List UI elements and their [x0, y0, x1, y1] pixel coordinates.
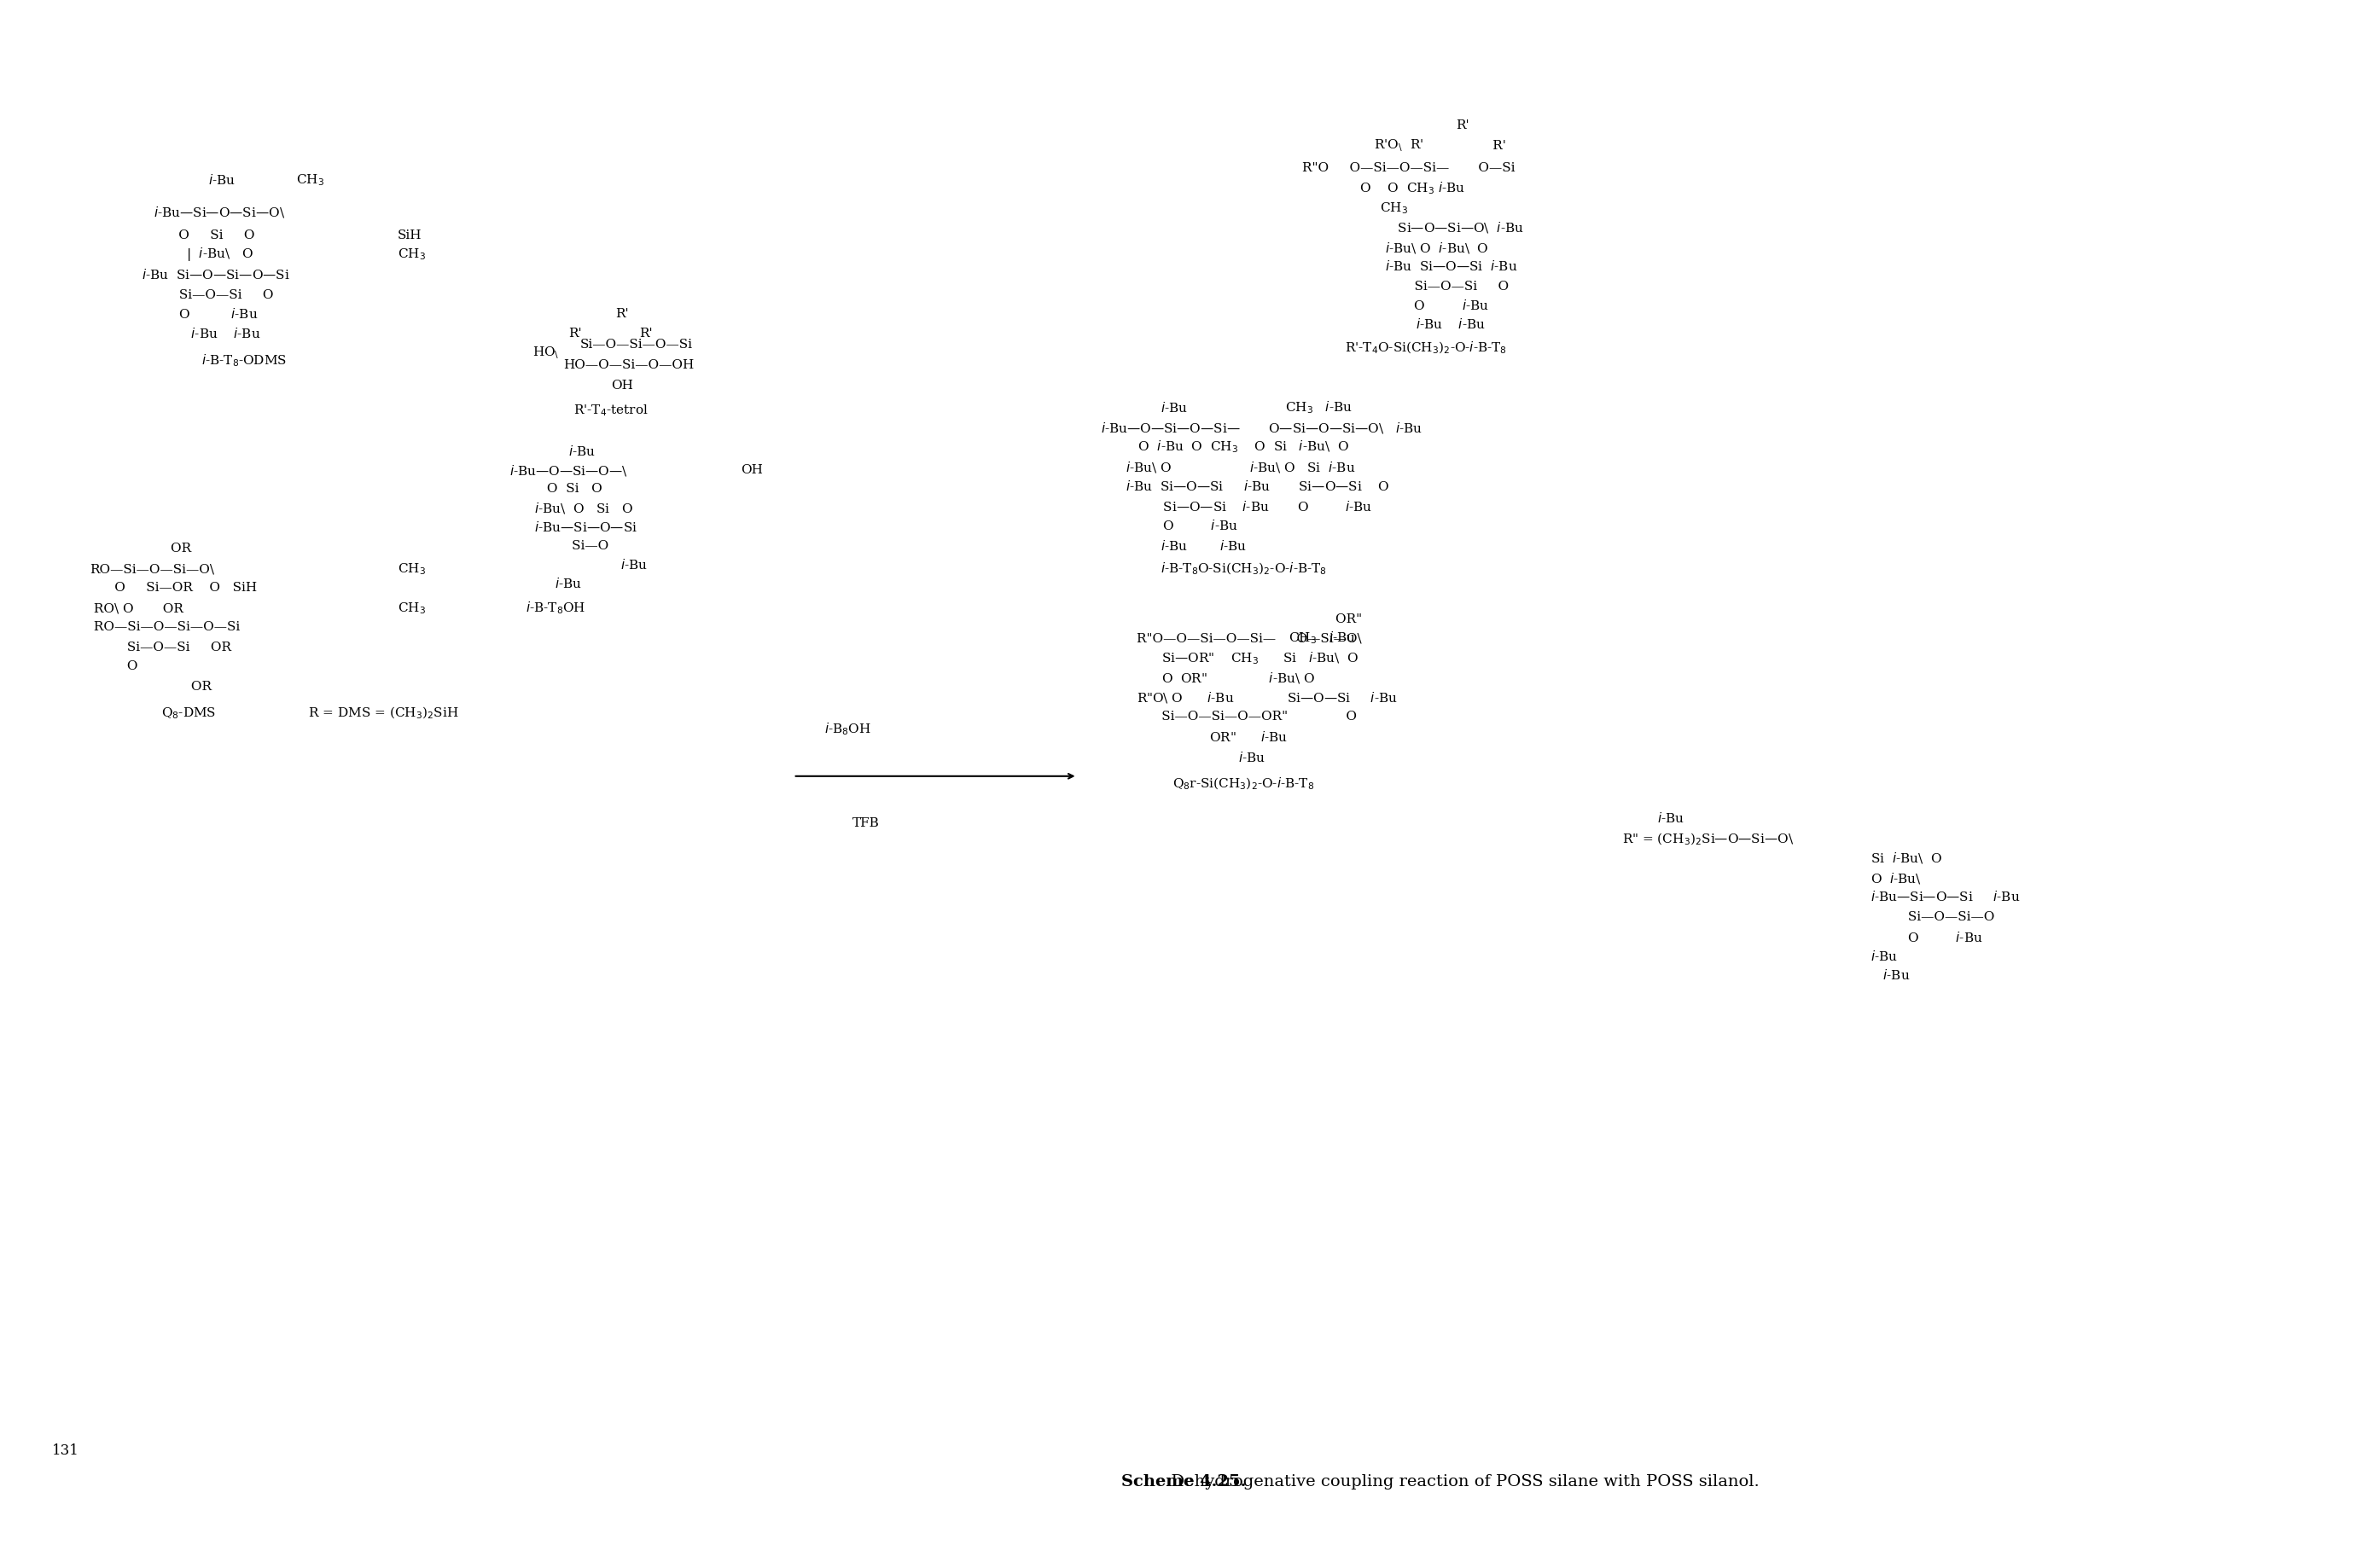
- Text: $i$-Bu: $i$-Bu: [208, 174, 234, 187]
- Text: $i$-Bu—O—Si—O—\: $i$-Bu—O—Si—O—\: [509, 463, 628, 478]
- Text: R'-T$_4$-tetrol: R'-T$_4$-tetrol: [573, 403, 649, 419]
- Text: O: O: [90, 660, 137, 673]
- Text: R"O—O—Si—O—Si—     O—Si—O\: R"O—O—Si—O—Si— O—Si—O\: [1137, 632, 1362, 644]
- Text: $i$-Bu: $i$-Bu: [620, 558, 646, 571]
- Text: OH: OH: [611, 379, 632, 392]
- Text: $i$-Bu  Si—O—Si—O—Si: $i$-Bu Si—O—Si—O—Si: [142, 268, 291, 281]
- Text: $i$-Bu\  O   Si   O: $i$-Bu\ O Si O: [509, 500, 632, 516]
- Text: Si—O—Si—O: Si—O—Si—O: [1871, 911, 1994, 924]
- Text: Q$_8$r-Si(CH$_3$)$_2$-O-$i$-B-T$_8$: Q$_8$r-Si(CH$_3$)$_2$-O-$i$-B-T$_8$: [1172, 776, 1314, 792]
- Text: $i$-Bu: $i$-Bu: [1871, 950, 1897, 963]
- Text: $i$-B$_8$OH: $i$-B$_8$OH: [824, 721, 871, 737]
- Text: Si—O—Si     OR: Si—O—Si OR: [90, 641, 232, 654]
- Text: Scheme 4.25.: Scheme 4.25.: [1122, 1474, 1246, 1490]
- Text: $i$-Bu: $i$-Bu: [568, 445, 594, 458]
- Text: $i$-Bu    $i$-Bu: $i$-Bu $i$-Bu: [154, 328, 260, 340]
- Text: CH$_3$   $i$-Bu: CH$_3$ $i$-Bu: [1231, 400, 1352, 416]
- Text: O  $i$-Bu  O  CH$_3$    O  Si   $i$-Bu\  O: O $i$-Bu O CH$_3$ O Si $i$-Bu\ O: [1101, 439, 1350, 455]
- Text: Si—O—Si—O—Si: Si—O—Si—O—Si: [580, 339, 694, 351]
- Text: O         $i$-Bu: O $i$-Bu: [1871, 931, 1982, 944]
- Text: R'-T$_4$O-Si(CH$_3$)$_2$-O-$i$-B-T$_8$: R'-T$_4$O-Si(CH$_3$)$_2$-O-$i$-B-T$_8$: [1345, 340, 1506, 356]
- Text: O         $i$-Bu: O $i$-Bu: [1101, 519, 1238, 532]
- Text: R"O\ O      $i$-Bu             Si—O—Si     $i$-Bu: R"O\ O $i$-Bu Si—O—Si $i$-Bu: [1137, 690, 1397, 706]
- Text: Si  $i$-Bu\  O: Si $i$-Bu\ O: [1871, 850, 1942, 866]
- Text: $i$-Bu: $i$-Bu: [1871, 969, 1911, 982]
- Text: Si—O: Si—O: [509, 539, 609, 552]
- Text: RO—Si—O—Si—O\: RO—Si—O—Si—O\: [90, 563, 215, 575]
- Text: O     Si     O: O Si O: [154, 229, 256, 241]
- Text: $i$-Bu: $i$-Bu: [509, 577, 583, 590]
- Text: OH: OH: [741, 464, 762, 477]
- Text: $i$-Bu    $i$-Bu: $i$-Bu $i$-Bu: [1362, 318, 1485, 331]
- Text: Dehydrogenative coupling reaction of POSS silane with POSS silanol.: Dehydrogenative coupling reaction of POS…: [1160, 1474, 1759, 1490]
- Text: HO$_\backslash$: HO$_\backslash$: [533, 345, 559, 361]
- Text: OR: OR: [137, 543, 192, 555]
- Text: CH$_3$: CH$_3$: [1326, 201, 1409, 216]
- Text: RO—Si—O—Si—O—Si: RO—Si—O—Si—O—Si: [90, 621, 242, 633]
- Text: R': R': [1456, 119, 1471, 132]
- Text: $i$-B-T$_8$O-Si(CH$_3$)$_2$-O-$i$-B-T$_8$: $i$-B-T$_8$O-Si(CH$_3$)$_2$-O-$i$-B-T$_8…: [1160, 561, 1326, 577]
- Text: Si—O—Si     O: Si—O—Si O: [142, 289, 275, 301]
- Text: $i$-Bu  Si—O—Si  $i$-Bu: $i$-Bu Si—O—Si $i$-Bu: [1331, 260, 1518, 273]
- Text: CH$_3$: CH$_3$: [296, 172, 324, 188]
- Text: $i$-B-T$_8$-ODMS: $i$-B-T$_8$-ODMS: [201, 353, 287, 368]
- Text: R': R': [616, 307, 630, 320]
- Text: SiH: SiH: [398, 229, 422, 241]
- Text: Si—OR"    CH$_3$      Si   $i$-Bu\  O: Si—OR" CH$_3$ Si $i$-Bu\ O: [1137, 651, 1359, 666]
- Text: R': R': [1468, 140, 1506, 152]
- Text: CH$_3$: CH$_3$: [398, 561, 426, 577]
- Text: |  $i$-Bu\   O: | $i$-Bu\ O: [161, 246, 253, 262]
- Text: O     Si—OR    O   SiH: O Si—OR O SiH: [90, 582, 258, 594]
- Text: $i$-Bu        $i$-Bu: $i$-Bu $i$-Bu: [1160, 539, 1246, 552]
- Text: R': R': [568, 328, 583, 340]
- Text: CH$_3$: CH$_3$: [398, 601, 426, 616]
- Text: HO—O—Si—O—OH: HO—O—Si—O—OH: [564, 359, 694, 372]
- Text: O  Si   O: O Si O: [509, 483, 601, 495]
- Text: $i$-Bu  Si—O—Si     $i$-Bu       Si—O—Si    O: $i$-Bu Si—O—Si $i$-Bu Si—O—Si O: [1101, 480, 1390, 492]
- Text: Si—O—Si     O: Si—O—Si O: [1331, 281, 1508, 293]
- Text: Q$_8$-DMS: Q$_8$-DMS: [161, 706, 215, 721]
- Text: Si—O—Si    $i$-Bu       O         $i$-Bu: Si—O—Si $i$-Bu O $i$-Bu: [1101, 500, 1373, 513]
- Text: $i$-Bu—O—Si—O—Si—       O—Si—O—Si—O\   $i$-Bu: $i$-Bu—O—Si—O—Si— O—Si—O—Si—O\ $i$-Bu: [1101, 420, 1423, 436]
- Text: R = DMS = (CH$_3$)$_2$SiH: R = DMS = (CH$_3$)$_2$SiH: [296, 706, 459, 721]
- Text: RO\ O       OR: RO\ O OR: [90, 602, 185, 615]
- Text: R': R': [639, 328, 654, 340]
- Text: R" = (CH$_3$)$_2$Si—O—Si—O\: R" = (CH$_3$)$_2$Si—O—Si—O\: [1622, 831, 1793, 847]
- Text: CH$_3$: CH$_3$: [398, 246, 426, 262]
- Text: 131: 131: [52, 1443, 78, 1458]
- Text: $i$-Bu—Si—O—Si—O\: $i$-Bu—Si—O—Si—O\: [154, 204, 287, 220]
- Text: $i$-Bu\ O                   $i$-Bu\ O   Si  $i$-Bu: $i$-Bu\ O $i$-Bu\ O Si $i$-Bu: [1101, 459, 1357, 475]
- Text: OR: OR: [154, 681, 213, 693]
- Text: OR": OR": [1302, 613, 1362, 626]
- Text: Si—O—Si—O\  $i$-Bu: Si—O—Si—O\ $i$-Bu: [1331, 220, 1523, 235]
- Text: $i$-Bu: $i$-Bu: [1658, 812, 1684, 825]
- Text: O         $i$-Bu: O $i$-Bu: [1331, 299, 1489, 312]
- Text: $i$-Bu: $i$-Bu: [1189, 751, 1265, 764]
- Text: O    O  CH$_3$ $i$-Bu: O O CH$_3$ $i$-Bu: [1331, 180, 1466, 196]
- Text: $i$-Bu—Si—O—Si     $i$-Bu: $i$-Bu—Si—O—Si $i$-Bu: [1871, 891, 2020, 903]
- Text: $i$-B-T$_8$OH: $i$-B-T$_8$OH: [526, 601, 585, 616]
- Text: R'O$_\backslash$  R': R'O$_\backslash$ R': [1373, 138, 1423, 154]
- Text: TFB: TFB: [852, 817, 879, 829]
- Text: $i$-Bu\ O  $i$-Bu\  O: $i$-Bu\ O $i$-Bu\ O: [1331, 240, 1489, 256]
- Text: OR"      $i$-Bu: OR" $i$-Bu: [1184, 731, 1288, 743]
- Text: O          $i$-Bu: O $i$-Bu: [142, 307, 258, 320]
- Text: CH$_3$   $i$-Bu: CH$_3$ $i$-Bu: [1243, 630, 1357, 646]
- Text: R"O     O—Si—O—Si—       O—Si: R"O O—Si—O—Si— O—Si: [1302, 162, 1516, 174]
- Text: O  OR"               $i$-Bu\ O: O OR" $i$-Bu\ O: [1137, 670, 1314, 685]
- Text: $i$-Bu: $i$-Bu: [1160, 401, 1186, 414]
- Text: O  $i$-Bu\: O $i$-Bu\: [1871, 870, 1923, 886]
- Text: Si—O—Si—O—OR"              O: Si—O—Si—O—OR" O: [1137, 710, 1357, 723]
- Text: $i$-Bu—Si—O—Si: $i$-Bu—Si—O—Si: [509, 521, 637, 533]
